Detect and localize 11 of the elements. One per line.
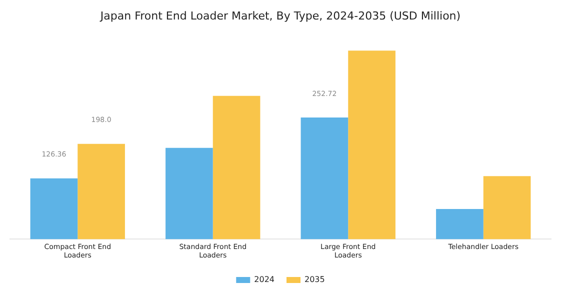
bar <box>166 148 213 240</box>
bar <box>436 209 484 240</box>
bar <box>300 117 348 240</box>
chart-title: Japan Front End Loader Market, By Type, 2024-2035 (USD Million) <box>99 9 461 22</box>
bar <box>483 176 531 240</box>
legend-label: 2035 <box>304 275 325 284</box>
legend-label: 2024 <box>254 275 274 284</box>
bar <box>348 50 396 240</box>
bar <box>78 144 125 240</box>
bar <box>212 96 260 240</box>
bar <box>30 178 78 240</box>
